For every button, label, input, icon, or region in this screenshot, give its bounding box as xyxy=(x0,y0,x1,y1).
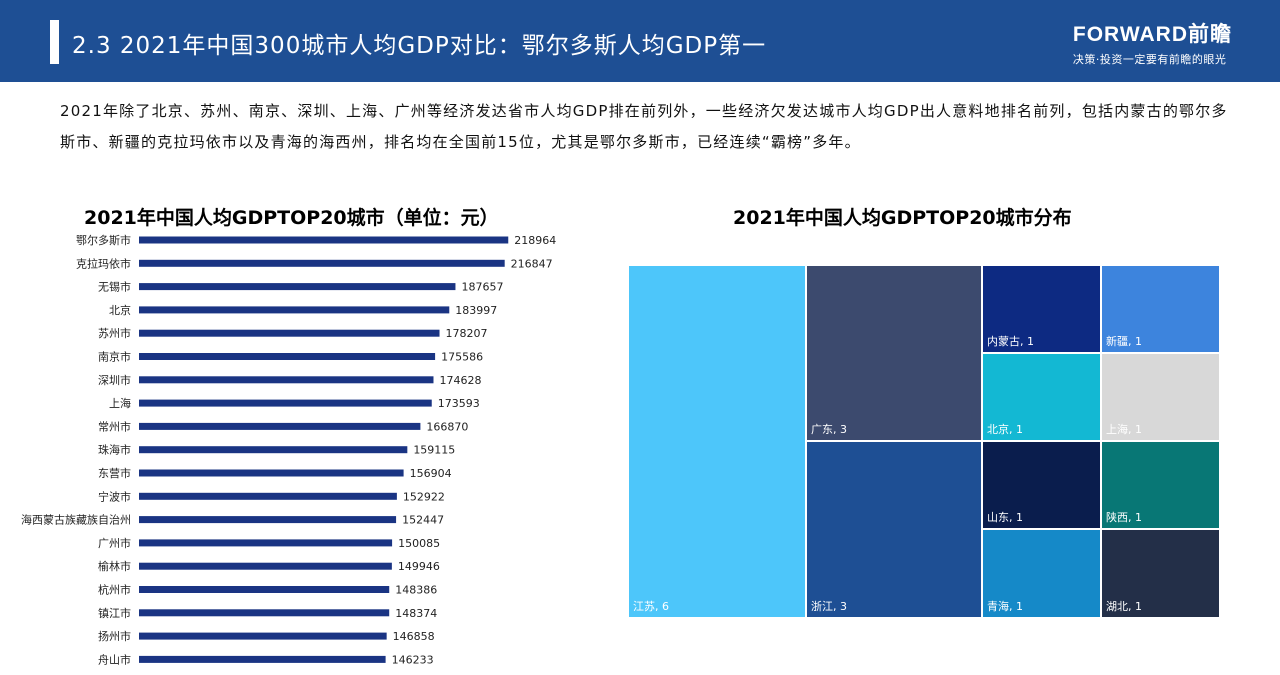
bar xyxy=(139,399,432,407)
bar-value-label: 150085 xyxy=(398,537,440,550)
bar xyxy=(139,586,390,593)
bar xyxy=(139,422,421,430)
treemap-cell xyxy=(981,265,1102,354)
bar xyxy=(139,562,392,570)
intro-paragraph: 2021年除了北京、苏州、南京、深圳、上海、广州等经济发达省市人均GDP排在前列… xyxy=(60,102,1228,151)
bar-category-label: 广州市 xyxy=(98,536,131,550)
bar-chart-title: 2021年中国人均GDPTOP20城市（单位：元） xyxy=(84,207,499,229)
bar-category-label: 榆林市 xyxy=(98,559,131,573)
bar-value-label: 174628 xyxy=(439,374,481,387)
bar-category-label: 深圳市 xyxy=(98,373,131,387)
bar-category-label: 镇江市 xyxy=(98,606,131,620)
bar xyxy=(139,329,440,337)
treemap-cell-label: 上海, 1 xyxy=(1106,422,1142,436)
page-title: 2.3 2021年中国300城市人均GDP对比：鄂尔多斯人均GDP第一 xyxy=(72,33,767,59)
bar xyxy=(139,376,434,384)
bar-category-label: 杭州市 xyxy=(98,583,131,597)
bar-category-label: 上海 xyxy=(109,396,131,410)
treemap-cell xyxy=(1100,528,1221,619)
bar-category-label: 克拉玛依市 xyxy=(76,256,131,270)
bar-value-label: 149946 xyxy=(398,560,440,573)
bar-value-label: 148374 xyxy=(395,607,437,620)
bar-category-label: 东营市 xyxy=(98,466,131,480)
bar-value-label: 175586 xyxy=(441,351,483,364)
treemap-title: 2021年中国人均GDPTOP20城市分布 xyxy=(733,207,1072,229)
bar-value-label: 216847 xyxy=(511,257,553,270)
page-header: 2.3 2021年中国300城市人均GDP对比：鄂尔多斯人均GDP第一 FORW… xyxy=(0,0,1280,82)
treemap-cell xyxy=(628,265,807,619)
forward-logo: FORWARD前瞻 决策·投资一定要有前瞻的眼光 xyxy=(1073,18,1232,67)
bar xyxy=(139,446,408,454)
bar-category-label: 宁波市 xyxy=(98,489,131,503)
bar-value-label: 146858 xyxy=(393,630,435,643)
bar xyxy=(139,492,397,500)
bar-value-label: 146233 xyxy=(392,653,434,666)
bar xyxy=(139,353,436,360)
bar xyxy=(139,609,390,617)
bar-category-label: 鄂尔多斯市 xyxy=(76,233,131,247)
treemap-cell-label: 浙江, 3 xyxy=(811,600,847,613)
bar-category-label: 海西蒙古族藏族自治州 xyxy=(21,513,131,527)
treemap-cell xyxy=(1100,440,1221,530)
bar xyxy=(139,632,387,640)
bar-chart: 鄂尔多斯市 218964 克拉玛依市 216847 无锡市 187657 北京 183997 苏… xyxy=(21,233,556,666)
bar-value-label: 156904 xyxy=(410,467,452,480)
bar-category-label: 珠海市 xyxy=(98,443,131,457)
bar-category-label: 南京市 xyxy=(98,350,131,364)
bar-value-label: 218964 xyxy=(514,234,556,247)
bar-value-label: 148386 xyxy=(395,584,437,597)
treemap-cell-label: 湖北, 1 xyxy=(1106,600,1142,613)
bar-category-label: 常州市 xyxy=(98,419,131,433)
logo-name: FORWARD前瞻 xyxy=(1072,23,1232,46)
treemap-cell xyxy=(805,265,983,442)
treemap-cell xyxy=(981,352,1102,442)
bar-category-label: 北京 xyxy=(109,303,131,317)
bar xyxy=(139,306,450,314)
bar xyxy=(139,516,397,524)
treemap-cell-label: 内蒙古, 1 xyxy=(987,334,1034,348)
logo-slogan: 决策·投资一定要有前瞻的眼光 xyxy=(1072,53,1227,66)
bar-value-label: 183997 xyxy=(455,304,497,317)
bar xyxy=(139,469,404,477)
bar-value-label: 173593 xyxy=(438,397,480,410)
bar-value-label: 152922 xyxy=(403,490,445,503)
treemap-cell-label: 北京, 1 xyxy=(987,422,1023,436)
treemap-cell-label: 山东, 1 xyxy=(987,511,1023,524)
bar xyxy=(139,259,505,267)
bar-value-label: 166870 xyxy=(426,420,468,433)
treemap-cell-label: 广东, 3 xyxy=(811,423,847,436)
header-accent-bar xyxy=(50,20,59,64)
treemap-chart: 江苏, 6 广东, 3 浙江, 3 内蒙古, 1 新疆, 1 北京, 1 上海, 1 山东, … xyxy=(628,265,1221,619)
bar xyxy=(139,283,456,291)
treemap-cell-label: 江苏, 6 xyxy=(633,600,669,613)
bar-category-label: 无锡市 xyxy=(98,280,131,294)
bar-value-label: 152447 xyxy=(402,514,444,527)
treemap-cell-label: 陕西, 1 xyxy=(1106,510,1142,524)
treemap-cell-label: 青海, 1 xyxy=(987,599,1023,613)
bar xyxy=(139,655,386,663)
bar-value-label: 159115 xyxy=(413,444,455,457)
treemap-cell-label: 新疆, 1 xyxy=(1106,334,1142,348)
bar-category-label: 扬州市 xyxy=(98,629,131,643)
bar xyxy=(139,539,393,547)
bar-value-label: 187657 xyxy=(461,281,503,294)
treemap-cell xyxy=(805,440,983,619)
bar xyxy=(139,236,509,244)
bar-category-label: 苏州市 xyxy=(98,326,131,340)
treemap-cell xyxy=(1100,265,1221,354)
bar-category-label: 舟山市 xyxy=(98,652,131,666)
bar-value-label: 178207 xyxy=(446,327,488,340)
